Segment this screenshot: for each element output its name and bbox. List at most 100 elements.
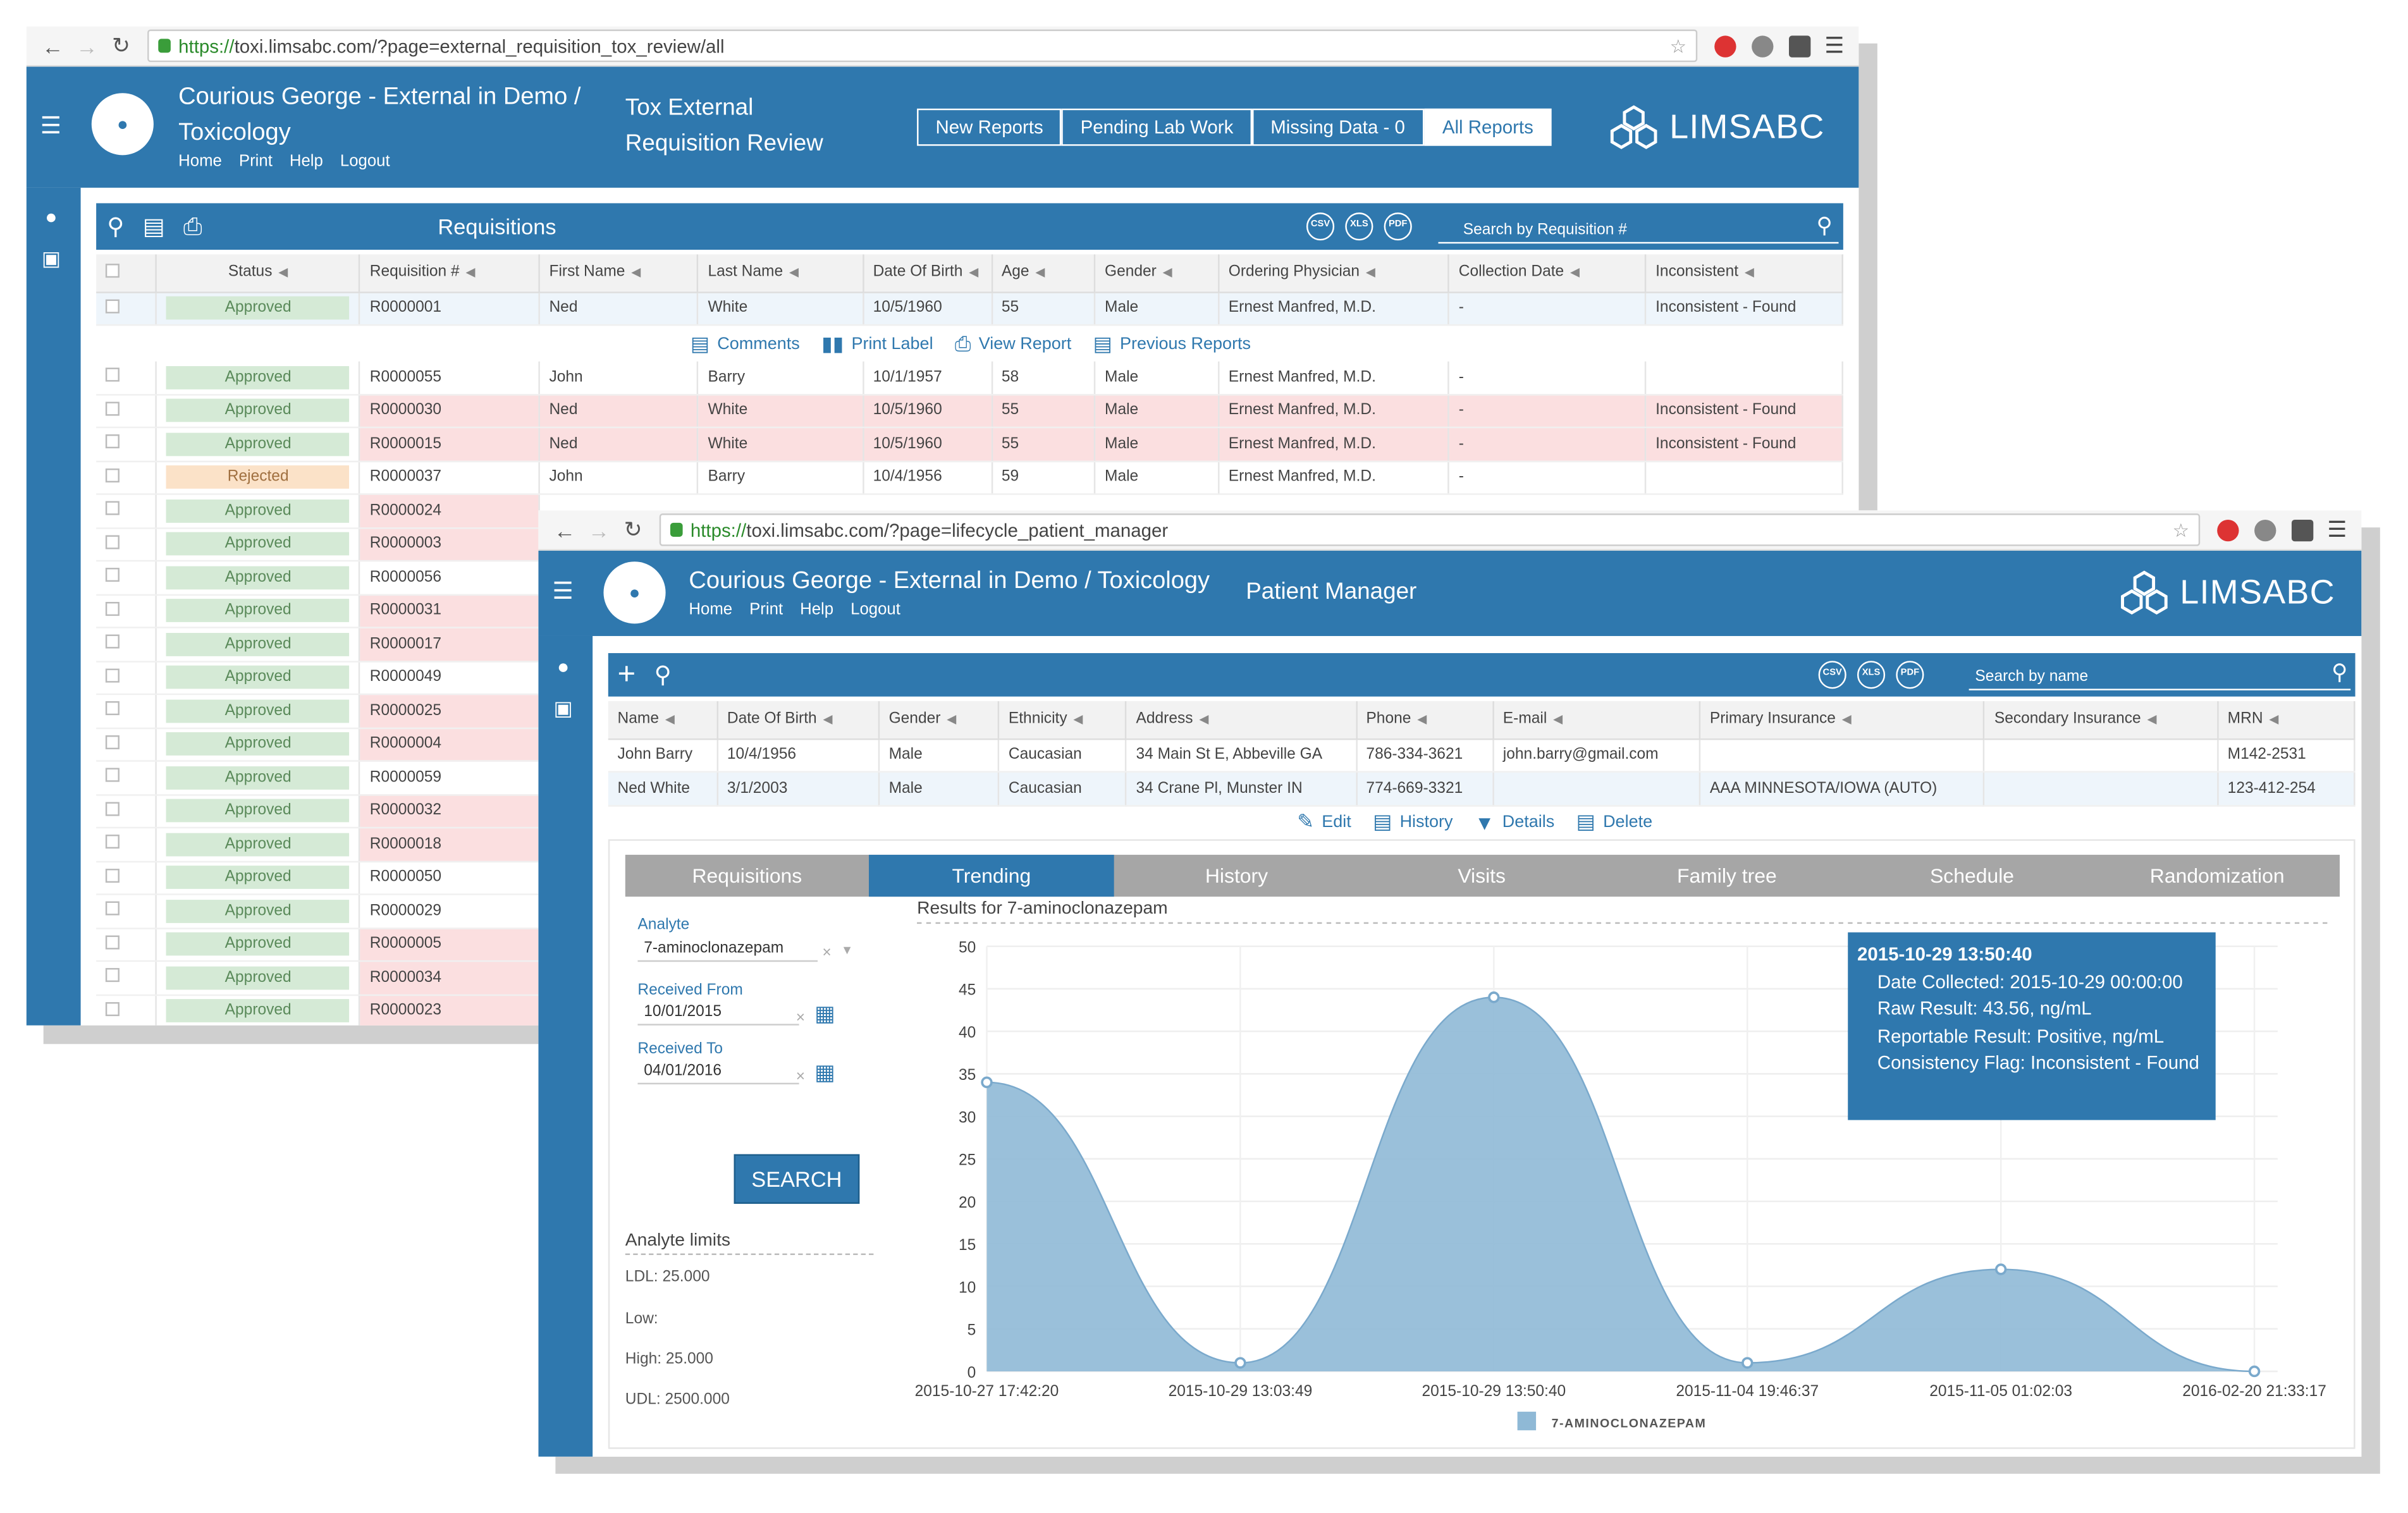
column-header[interactable]: Gender ◀ [1095,254,1220,293]
print-icon[interactable]: ⎙ [183,213,202,240]
table-row[interactable]: Approved R0000031 [96,594,1843,628]
table-row[interactable]: Approved R0000015 Ned White 10/5/1960 55 Male E… [96,427,1843,462]
patient-search-input[interactable]: Search by name ⚲ [1969,658,2351,690]
table-row[interactable]: Approved R0000032 [96,794,1843,829]
patient-column-header[interactable]: E-mail ◀ [1492,701,1701,740]
edit-action[interactable]: ✎ Edit [1297,810,1351,835]
row-checkbox[interactable] [105,835,120,849]
table-row[interactable]: Approved R0000023 [96,994,1843,1026]
table-row[interactable]: Approved R0000018 [96,827,1843,862]
search-submit-icon-2[interactable]: ⚲ [2331,659,2348,685]
table-row[interactable]: Approved R0000001 Ned White 10/5/1960 55 Male E… [96,291,1843,326]
received-to-input[interactable]: 04/01/2016 [637,1063,799,1085]
row-checkbox[interactable] [105,668,120,682]
patient-column-header[interactable]: Ethnicity ◀ [998,701,1127,740]
column-header[interactable]: First Name ◀ [539,254,699,293]
table-row[interactable]: Approved R0000003 [96,527,1843,562]
link-home[interactable]: Home [178,152,222,171]
pdf-export-icon[interactable]: PDF [1384,212,1412,241]
tab-requisitions[interactable]: Requisitions [692,864,802,888]
csv-export-icon[interactable]: CSV [1306,212,1335,241]
address-bar-2[interactable]: https://toxi.limsabc.com/?page=lifecycle… [659,513,2201,546]
extension-icon-square-2[interactable] [2291,518,2314,541]
comments-action[interactable]: ▤ Comments [691,332,800,357]
patient-column-header[interactable]: MRN ◀ [2217,701,2356,740]
details-action[interactable]: ▼ Details [1475,811,1554,834]
row-checkbox[interactable] [105,1002,120,1016]
printer-side-icon-2[interactable]: ▣ [553,696,573,720]
sort-icon[interactable]: ◀ [1365,266,1376,280]
sort-icon[interactable]: ◀ [665,712,675,726]
table-row[interactable]: Approved R0000059 [96,761,1843,795]
history-action[interactable]: ▤ History [1373,810,1453,835]
table-row[interactable]: Approved R0000005 [96,928,1843,962]
printer-side-icon[interactable]: ▣ [41,247,61,270]
link-logout-2[interactable]: Logout [851,600,900,619]
row-checkbox[interactable] [105,568,120,582]
link-logout[interactable]: Logout [340,152,390,171]
delete-action[interactable]: ▤ Delete [1576,810,1652,835]
column-header[interactable]: Age ◀ [991,254,1096,293]
column-header[interactable]: Status ◀ [156,254,361,293]
extension-icon-square[interactable] [1789,35,1811,57]
link-print[interactable]: Print [238,152,273,171]
avatar[interactable]: ● [91,93,154,156]
clear-to-icon[interactable]: × [796,1069,806,1086]
patient-column-header[interactable]: Date Of Birth ◀ [716,701,880,740]
row-checkbox[interactable] [105,434,120,449]
sort-icon[interactable]: ◀ [1035,266,1045,280]
row-checkbox[interactable] [105,868,120,883]
browser-menu-icon-2[interactable]: ☰ [2327,517,2347,542]
sort-icon[interactable]: ◀ [1199,712,1209,726]
tab-missing-data[interactable]: Missing Data - 0 [1251,108,1424,146]
xls-export-icon[interactable]: XLS [1345,212,1373,241]
star-icon[interactable]: ☆ [1669,35,1687,57]
patient-column-header[interactable]: Secondary Insurance ◀ [1984,701,2218,740]
csv-export-icon-2[interactable]: CSV [1818,661,1846,689]
tab-family-tree[interactable]: Family tree [1676,864,1777,888]
row-checkbox[interactable] [105,735,120,749]
extension-icon-compass[interactable] [1752,35,1774,57]
row-checkbox[interactable] [105,298,120,314]
table-row[interactable]: Approved R0000049 [96,661,1843,695]
column-header[interactable]: Collection Date ◀ [1448,254,1647,293]
table-row[interactable]: Approved R0000056 [96,560,1843,595]
patient-row[interactable]: Ned White 3/1/2003 Male Caucasian 34 Crane P… [608,771,2356,806]
back-icon[interactable]: ← [42,33,64,59]
search-button[interactable]: SEARCH [734,1154,860,1204]
sort-icon[interactable]: ◀ [631,266,641,280]
table-row[interactable]: Approved R0000029 [96,894,1843,929]
clear-analyte-icon[interactable]: × [822,945,832,962]
requisition-search-input[interactable]: Search by Requisition # ⚲ [1438,209,1839,244]
browser-menu-icon[interactable]: ☰ [1824,32,1845,58]
column-header[interactable]: Last Name ◀ [697,254,864,293]
calendar-icon-to[interactable]: ▦ [814,1059,835,1085]
row-checkbox[interactable] [105,468,120,482]
table-row[interactable]: Rejected R0000037 John Barry 10/4/1956 59 Male… [96,460,1843,495]
sort-icon[interactable]: ◀ [1841,712,1852,726]
forward-icon-2[interactable]: → [587,517,610,542]
sort-icon[interactable]: ◀ [1162,266,1172,280]
analyte-select[interactable]: 7-aminoclonazepam [637,940,818,962]
patient-column-header[interactable]: Primary Insurance ◀ [1699,701,1986,740]
row-checkbox[interactable] [105,801,120,816]
sort-icon[interactable]: ◀ [1570,266,1580,280]
tab-pending-lab-work[interactable]: Pending Lab Work [1062,108,1252,146]
print-label-action[interactable]: ▮▮ Print Label [821,332,933,357]
patient-row[interactable]: John Barry 10/4/1956 Male Caucasian 34 Main … [608,738,2356,773]
extension-icon-compass-2[interactable] [2254,518,2276,541]
reload-icon-2[interactable]: ↻ [624,517,642,542]
row-checkbox[interactable] [105,701,120,716]
sort-icon[interactable]: ◀ [2147,712,2157,726]
received-from-input[interactable]: 10/01/2015 [637,1003,799,1026]
row-checkbox[interactable] [105,367,120,382]
tab-schedule[interactable]: Schedule [1930,864,2015,888]
sort-icon[interactable]: ◀ [1553,712,1563,726]
sort-icon[interactable]: ◀ [1073,712,1083,726]
add-icon[interactable]: + [617,657,636,692]
link-help-2[interactable]: Help [800,600,834,619]
link-home-2[interactable]: Home [689,600,733,619]
link-print-2[interactable]: Print [749,600,783,619]
tab-new-reports[interactable]: New Reports [917,108,1062,146]
extension-icon-red-2[interactable] [2217,518,2239,541]
